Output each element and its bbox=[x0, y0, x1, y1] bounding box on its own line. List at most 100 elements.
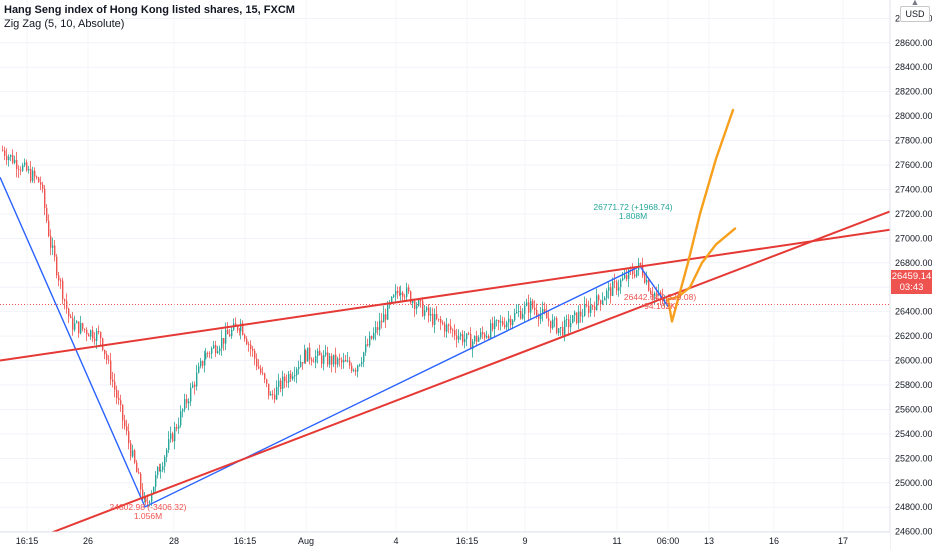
candle-body bbox=[371, 335, 373, 339]
candle-body bbox=[474, 336, 476, 342]
candle-body bbox=[464, 338, 466, 343]
candle-body bbox=[331, 355, 333, 365]
indicator-label[interactable]: Zig Zag (5, 10, Absolute) bbox=[4, 18, 125, 30]
candle-body bbox=[494, 320, 496, 330]
trendline-upper[interactable] bbox=[0, 228, 891, 362]
candle-body bbox=[357, 365, 359, 372]
candle-body bbox=[522, 313, 524, 319]
candle-body bbox=[174, 426, 176, 442]
candle-body bbox=[40, 182, 42, 185]
candle-body bbox=[430, 313, 432, 316]
candle-body bbox=[466, 333, 468, 339]
candle-body bbox=[602, 300, 604, 304]
candle-body bbox=[578, 311, 580, 324]
candle-body bbox=[94, 338, 96, 341]
time-tick-label: 16 bbox=[769, 536, 779, 546]
candle-body bbox=[34, 170, 36, 177]
candle-body bbox=[151, 493, 153, 502]
candle-body bbox=[268, 383, 270, 396]
candle-body bbox=[256, 358, 258, 367]
candle-body bbox=[544, 308, 546, 313]
candle-body bbox=[136, 462, 138, 473]
candle-body bbox=[349, 360, 351, 366]
candle-body bbox=[456, 335, 458, 340]
candle-body bbox=[343, 360, 345, 363]
candle-body bbox=[229, 334, 231, 337]
candle-body bbox=[400, 292, 402, 295]
candle-body bbox=[422, 300, 424, 316]
candle-body bbox=[48, 220, 50, 237]
drawing-overlays[interactable] bbox=[0, 108, 891, 539]
price-tick-label: 27600.00 bbox=[895, 160, 932, 170]
candle-body bbox=[248, 344, 250, 346]
candle-body bbox=[100, 332, 102, 339]
candle-body bbox=[42, 184, 44, 189]
candle-body bbox=[36, 176, 38, 178]
candle-body bbox=[254, 350, 256, 359]
candle-body bbox=[446, 324, 448, 332]
candle-body bbox=[128, 431, 130, 444]
candle-body bbox=[608, 287, 610, 291]
currency-unit-badge[interactable]: ▲ USD bbox=[900, 0, 930, 22]
projection-alt-path[interactable] bbox=[666, 227, 737, 301]
candle-body bbox=[178, 425, 180, 429]
candle-body bbox=[418, 300, 420, 306]
candle-body bbox=[516, 312, 518, 314]
candle-body bbox=[130, 443, 132, 457]
candle-body bbox=[176, 426, 178, 429]
zigzag-line[interactable] bbox=[0, 176, 669, 508]
candle-body bbox=[54, 245, 56, 257]
candle-body bbox=[584, 304, 586, 316]
candle-body bbox=[252, 348, 254, 351]
current-price: 26459.14 bbox=[891, 271, 932, 282]
candle-body bbox=[335, 354, 337, 365]
candle-body bbox=[84, 328, 86, 330]
candle-body bbox=[626, 274, 628, 280]
candle-body bbox=[211, 348, 213, 354]
candle-body bbox=[408, 287, 410, 292]
candle-body bbox=[536, 309, 538, 316]
projection-bull-path[interactable] bbox=[666, 108, 735, 323]
price-tick-label: 25200.00 bbox=[895, 453, 932, 463]
candle-body bbox=[305, 350, 307, 362]
candle-body bbox=[296, 369, 298, 376]
price-tick-label: 25000.00 bbox=[895, 478, 932, 488]
candle-body bbox=[546, 312, 548, 319]
price-tick-label: 26800.00 bbox=[895, 258, 932, 268]
candle-body bbox=[614, 281, 616, 283]
candle-body bbox=[355, 369, 357, 372]
candle-body bbox=[294, 375, 296, 377]
candle-body bbox=[576, 312, 578, 324]
candle-body bbox=[70, 316, 72, 319]
current-price-badge: 26459.14 03:43 bbox=[891, 270, 932, 294]
candle-body bbox=[375, 327, 377, 333]
price-tick-label: 25800.00 bbox=[895, 380, 932, 390]
candle-body bbox=[556, 318, 558, 334]
candle-body bbox=[616, 281, 618, 291]
candle-body bbox=[24, 162, 26, 166]
candle-body bbox=[363, 352, 365, 363]
time-tick-label: 16:15 bbox=[456, 536, 479, 546]
price-tick-label: 24800.00 bbox=[895, 502, 932, 512]
candle-body bbox=[246, 338, 248, 345]
candle-body bbox=[62, 280, 64, 300]
trendline-lower[interactable] bbox=[37, 210, 891, 539]
price-tick-label: 27400.00 bbox=[895, 184, 932, 194]
candle-body bbox=[484, 334, 486, 338]
candle-body bbox=[307, 347, 309, 362]
candle-body bbox=[472, 341, 474, 350]
candle-body bbox=[60, 280, 62, 282]
candle-body bbox=[260, 368, 262, 373]
candle-body bbox=[14, 159, 16, 163]
time-axis[interactable]: 16:15 26 28 16:15 Aug 4 16:15 9 11 06:00 13 16 17 bbox=[0, 531, 890, 550]
candle-body bbox=[329, 355, 331, 365]
candle-body bbox=[552, 319, 554, 329]
candle-body bbox=[482, 332, 484, 335]
candle-body bbox=[379, 320, 381, 330]
candle-body bbox=[399, 292, 401, 295]
candle-body bbox=[292, 376, 294, 379]
pivot-annotations: 24802.98 (-3406.32)1.056M 26771.72 (+1968… bbox=[109, 202, 696, 521]
candle-body bbox=[317, 350, 319, 356]
candle-body bbox=[646, 279, 648, 283]
